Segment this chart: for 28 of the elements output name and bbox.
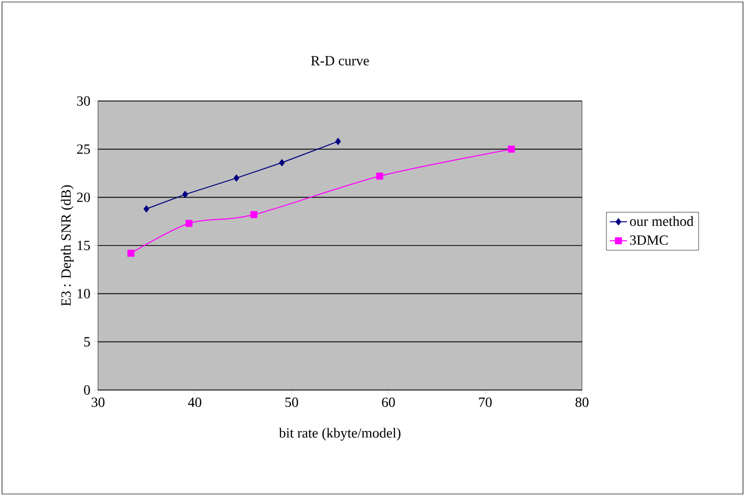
point [234, 174, 240, 182]
y-tick-label: 15 [78, 240, 90, 250]
point [279, 159, 285, 166]
point [185, 220, 192, 227]
y-tick-label: 10 [78, 288, 90, 298]
legend-label: our method [630, 216, 694, 226]
x-tick-label: 60 [382, 398, 395, 407]
point [335, 138, 341, 145]
x-tick-label: 70 [479, 398, 492, 407]
y-axis-title: E3 : Depth SNR (dB) [60, 185, 74, 306]
point [127, 250, 134, 257]
y-tick-label: 25 [77, 144, 90, 154]
y-tick-label: 20 [77, 192, 90, 202]
point [182, 190, 188, 198]
chart-title: R-D curve [311, 56, 369, 66]
point [144, 205, 150, 212]
x-tick-label: 30 [92, 398, 104, 407]
legend-label: 3DMC [630, 235, 668, 245]
x-tick-label: 80 [576, 398, 588, 407]
x-axis-title: bit rate (kbyte/model) [278, 428, 400, 441]
x-tick-label: 50 [285, 398, 298, 407]
y-tick-label: 0 [84, 385, 90, 395]
point [376, 172, 384, 180]
point [250, 211, 258, 218]
y-tick-label: 30 [77, 96, 90, 106]
y-tick-label: 5 [84, 337, 90, 346]
x-tick-label: 40 [188, 398, 202, 407]
point [508, 146, 515, 153]
